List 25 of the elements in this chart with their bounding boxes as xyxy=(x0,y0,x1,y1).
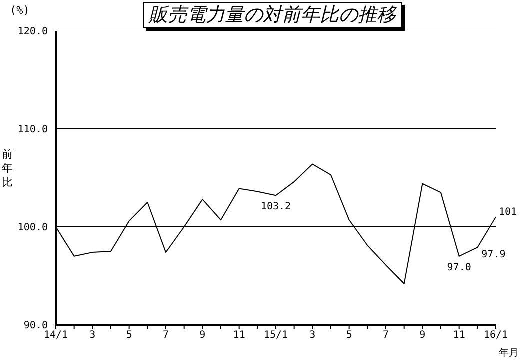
y-tick-label: 110.0 xyxy=(18,124,48,136)
x-tick-label: 9 xyxy=(420,330,426,342)
x-tick-label: 5 xyxy=(126,330,132,342)
data-label: 97.9 xyxy=(482,250,506,261)
x-axis-title: 年月 xyxy=(499,347,519,360)
y-tick-label: 120.0 xyxy=(18,26,48,38)
x-tick-label: 11 xyxy=(453,330,466,342)
y-axis-title: 前年比 xyxy=(2,148,14,190)
data-label: 103.2 xyxy=(260,202,292,213)
data-label: 97.0 xyxy=(447,262,472,274)
x-tick-label: 3 xyxy=(310,330,316,342)
x-tick-label: 15/1 xyxy=(264,330,288,342)
x-tick-label: 7 xyxy=(162,330,170,342)
data-label: 101 xyxy=(499,207,518,218)
x-tick-label: 3 xyxy=(90,330,96,342)
x-tick-label: 9 xyxy=(200,330,206,342)
y-tick-label: 90.0 xyxy=(24,320,48,332)
chart-title: 販売電力量の対前年比の推移 xyxy=(143,2,402,28)
x-tick-label: 11 xyxy=(233,330,246,342)
x-tick-label: 14/1 xyxy=(44,330,68,342)
x-tick-label: 7 xyxy=(382,330,390,342)
text: (%) xyxy=(10,4,30,17)
x-tick-label: 5 xyxy=(346,330,352,342)
y-tick-label: 100.0 xyxy=(18,222,48,234)
x-tick-label: 16/1 xyxy=(484,330,508,342)
